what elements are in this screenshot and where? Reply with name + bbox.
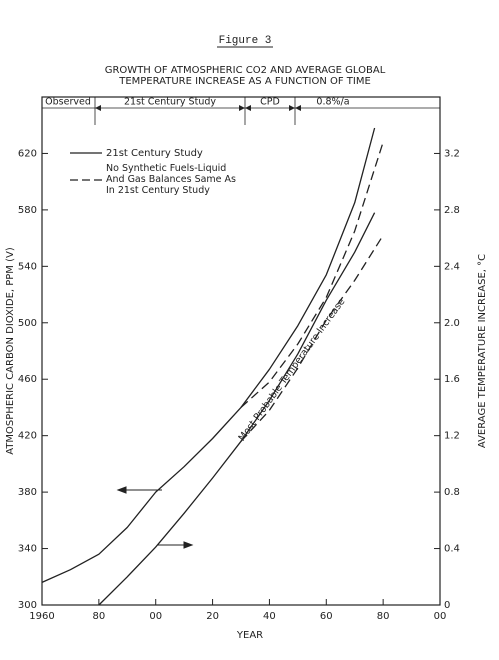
x-tick-label: 00 (434, 611, 447, 622)
legend-label: 21st Century Study (106, 148, 203, 159)
y2-tick-label: 3.2 (444, 148, 460, 159)
y-tick-label: 500 (18, 318, 37, 329)
series-line (240, 142, 384, 408)
title-line: GROWTH OF ATMOSPHERIC CO2 AND AVERAGE GL… (105, 65, 386, 76)
annotation: Most Probable Temperature Increase (237, 296, 348, 443)
y-tick-label: 540 (18, 261, 37, 272)
y2-tick-label: 0.4 (444, 544, 460, 555)
period-label: Observed (45, 97, 91, 108)
y2-tick-label: 2.4 (444, 261, 460, 272)
plot-frame (41, 96, 441, 606)
legend-label-box: No Synthetic Fuels-Liquid And Gas Balanc… (106, 163, 236, 196)
series-line (240, 234, 384, 442)
x-tick-label: 1960 (29, 611, 54, 622)
y-tick-label: 300 (18, 600, 37, 611)
y-tick-label: 420 (18, 431, 37, 442)
y-tick-label: 620 (18, 148, 37, 159)
y2-tick-label: 1.2 (444, 431, 460, 442)
y-tick-label: 580 (18, 205, 37, 216)
x-tick-label: 20 (206, 611, 219, 622)
y-axis-label: ATMOSPHERIC CARBON DIOXIDE, PPM (V) (5, 247, 16, 455)
y2-tick-label: 2.8 (444, 205, 460, 216)
x-tick-label: 00 (149, 611, 162, 622)
x-tick-label: 60 (320, 611, 333, 622)
period-label: 21st Century Study (124, 97, 216, 108)
y2-axis-label: AVERAGE TEMPERATURE INCREASE, °C (477, 254, 488, 448)
y-tick-label: 460 (18, 374, 37, 385)
axis-arrow (158, 541, 194, 549)
x-tick-label: 80 (377, 611, 390, 622)
y2-tick-label: 0.8 (444, 487, 460, 498)
y2-tick-label: 1.6 (444, 374, 460, 385)
y2-tick-label: 0 (444, 600, 450, 611)
period-arrows (95, 105, 301, 111)
legend-label: No Synthetic Fuels-Liquid And Gas Balanc… (106, 163, 236, 196)
axis-arrow (116, 486, 162, 494)
series-line (98, 212, 376, 606)
figure-label: Figure 3 (219, 35, 272, 47)
x-axis-label: YEAR (236, 630, 263, 641)
y-tick-label: 380 (18, 487, 37, 498)
x-tick-label: 40 (263, 611, 276, 622)
y2-tick-label: 2.0 (444, 318, 460, 329)
period-label: CPD (260, 97, 280, 108)
period-label: 0.8%/a (316, 97, 349, 108)
series-line (41, 127, 376, 583)
title-line: TEMPERATURE INCREASE AS A FUNCTION OF TI… (118, 76, 371, 87)
y-tick-label: 340 (18, 544, 37, 555)
x-tick-label: 80 (92, 611, 105, 622)
